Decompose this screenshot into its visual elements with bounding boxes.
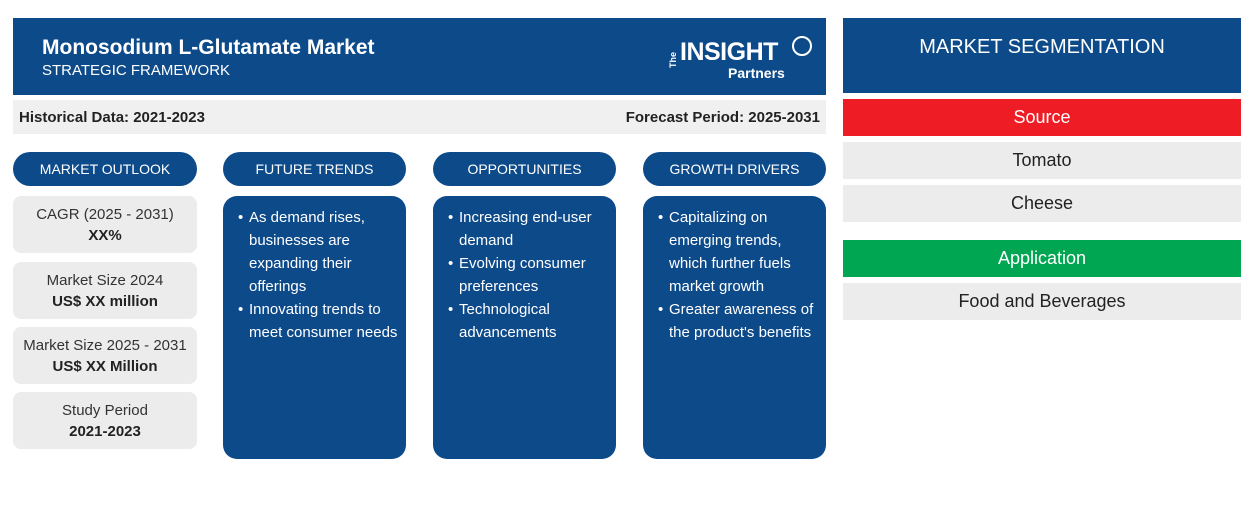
outlook-card-label: CAGR (2025 - 2031) xyxy=(36,206,174,223)
page-title: Monosodium L-Glutamate Market xyxy=(42,36,375,59)
outlook-card-value: US$ XX million xyxy=(52,293,158,310)
market-outlook-header: MARKET OUTLOOK xyxy=(13,152,197,186)
segment-item-food-and-beverages: Food and Beverages xyxy=(843,283,1241,320)
segment-header-application: Application xyxy=(843,240,1241,277)
growth-drivers-list: Capitalizing on emerging trends, which f… xyxy=(658,206,818,344)
outlook-card-label: Market Size 2024 xyxy=(46,272,164,289)
outlook-card-cagr: CAGR (2025 - 2031) XX% xyxy=(13,196,197,253)
historical-data-label: Historical Data: 2021-2023 xyxy=(19,109,205,126)
list-item: Increasing end-user demand xyxy=(448,206,608,252)
opportunities-panel: Increasing end-user demand Evolving cons… xyxy=(433,196,616,459)
list-item: Evolving consumer preferences xyxy=(448,252,608,298)
outlook-card-study-period: Study Period 2021-2023 xyxy=(13,392,197,449)
logo-brand-text: INSIGHT xyxy=(680,38,778,66)
logo-the-text: The xyxy=(668,52,678,69)
list-item: Technological advancements xyxy=(448,298,608,344)
outlook-card-market-size-2024: Market Size 2024 US$ XX million xyxy=(13,262,197,319)
list-item: As demand rises, businesses are expandin… xyxy=(238,206,398,298)
growth-drivers-header: GROWTH DRIVERS xyxy=(643,152,826,186)
page-subtitle: STRATEGIC FRAMEWORK xyxy=(42,62,231,79)
future-trends-panel: As demand rises, businesses are expandin… xyxy=(223,196,406,459)
period-bar: Historical Data: 2021-2023 Forecast Peri… xyxy=(13,100,826,134)
future-trends-header: FUTURE TRENDS xyxy=(223,152,406,186)
segment-header-source: Source xyxy=(843,99,1241,136)
outlook-card-label: Market Size 2025 - 2031 xyxy=(23,337,187,354)
forecast-period-label: Forecast Period: 2025-2031 xyxy=(625,109,820,126)
future-trends-list: As demand rises, businesses are expandin… xyxy=(238,206,398,344)
logo-ring-icon xyxy=(792,36,812,56)
header-banner: Monosodium L-Glutamate Market STRATEGIC … xyxy=(13,18,826,95)
list-item: Capitalizing on emerging trends, which f… xyxy=(658,206,818,298)
growth-drivers-panel: Capitalizing on emerging trends, which f… xyxy=(643,196,826,459)
list-item: Innovating trends to meet consumer needs xyxy=(238,298,398,344)
opportunities-list: Increasing end-user demand Evolving cons… xyxy=(448,206,608,344)
segment-item-cheese: Cheese xyxy=(843,185,1241,222)
outlook-card-value: XX% xyxy=(88,227,122,244)
logo-sub-text: Partners xyxy=(728,65,785,81)
outlook-card-market-size-forecast: Market Size 2025 - 2031 US$ XX Million xyxy=(13,327,197,384)
outlook-card-label: Study Period xyxy=(62,402,148,419)
outlook-card-value: 2021-2023 xyxy=(69,423,141,440)
outlook-card-value: US$ XX Million xyxy=(52,358,158,375)
opportunities-header: OPPORTUNITIES xyxy=(433,152,616,186)
insight-partners-logo: The INSIGHT Partners xyxy=(668,32,812,84)
segment-item-tomato: Tomato xyxy=(843,142,1241,179)
list-item: Greater awareness of the product's benef… xyxy=(658,298,818,344)
market-segmentation-title: MARKET SEGMENTATION xyxy=(843,18,1241,93)
